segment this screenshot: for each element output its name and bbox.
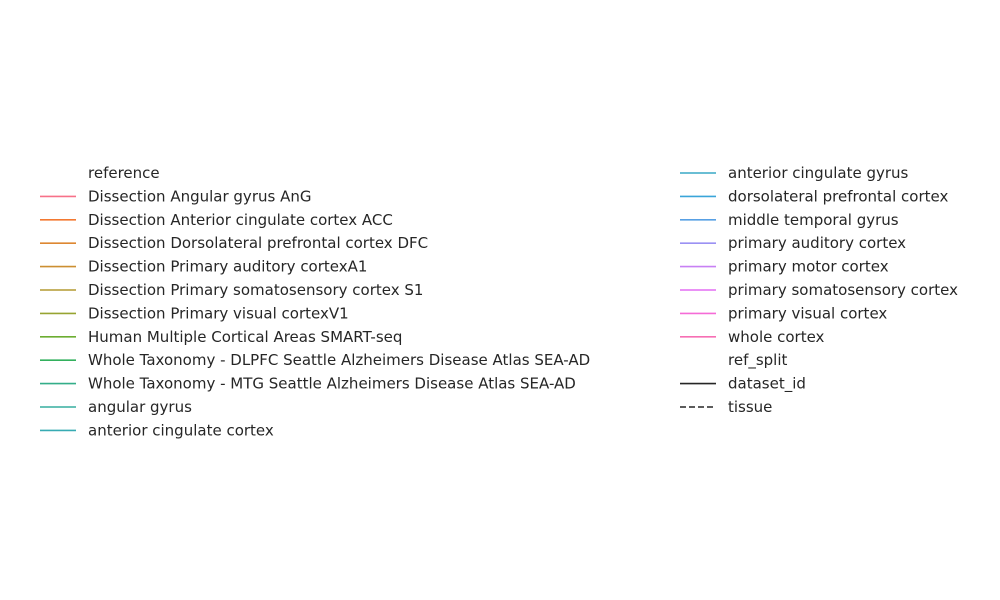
legend-label: primary motor cortex <box>728 258 889 276</box>
legend-label: primary auditory cortex <box>728 234 906 252</box>
legend-label: Dissection Anterior cingulate cortex ACC <box>88 211 393 229</box>
legend-label: anterior cingulate gyrus <box>728 164 909 182</box>
legend-label: tissue <box>728 398 772 416</box>
legend-title: ref_split <box>728 351 788 370</box>
legend-title: reference <box>88 164 160 182</box>
legend-label: Dissection Primary auditory cortexA1 <box>88 258 367 276</box>
legend-label: Whole Taxonomy - MTG Seattle Alzheimers … <box>88 375 576 393</box>
legend-label: angular gyrus <box>88 398 192 416</box>
legend-label: Whole Taxonomy - DLPFC Seattle Alzheimer… <box>88 351 590 369</box>
legend-label: Dissection Angular gyrus AnG <box>88 187 311 205</box>
legend-label: Dissection Primary visual cortexV1 <box>88 304 349 322</box>
legend-label: Human Multiple Cortical Areas SMART-seq <box>88 328 402 346</box>
legend-label: dorsolateral prefrontal cortex <box>728 187 948 205</box>
legend-label: Dissection Dorsolateral prefrontal corte… <box>88 234 428 252</box>
legend-label: primary visual cortex <box>728 304 887 322</box>
legend-label: anterior cingulate cortex <box>88 421 274 439</box>
legend-column-1: reference Dissection Angular gyrus AnG Dis… <box>40 164 590 439</box>
legend-label: primary somatosensory cortex <box>728 281 958 299</box>
legend-column-2: anterior cingulate gyrus dorsolateral pre… <box>680 164 958 416</box>
legend-label: whole cortex <box>728 328 825 346</box>
legend-label: middle temporal gyrus <box>728 211 899 229</box>
legend-label: dataset_id <box>728 375 806 394</box>
legend-label: Dissection Primary somatosensory cortex … <box>88 281 423 299</box>
